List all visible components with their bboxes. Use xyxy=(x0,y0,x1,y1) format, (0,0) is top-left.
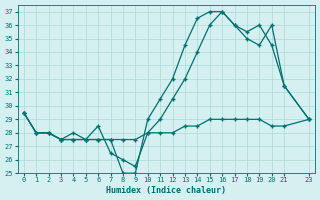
X-axis label: Humidex (Indice chaleur): Humidex (Indice chaleur) xyxy=(106,186,226,195)
